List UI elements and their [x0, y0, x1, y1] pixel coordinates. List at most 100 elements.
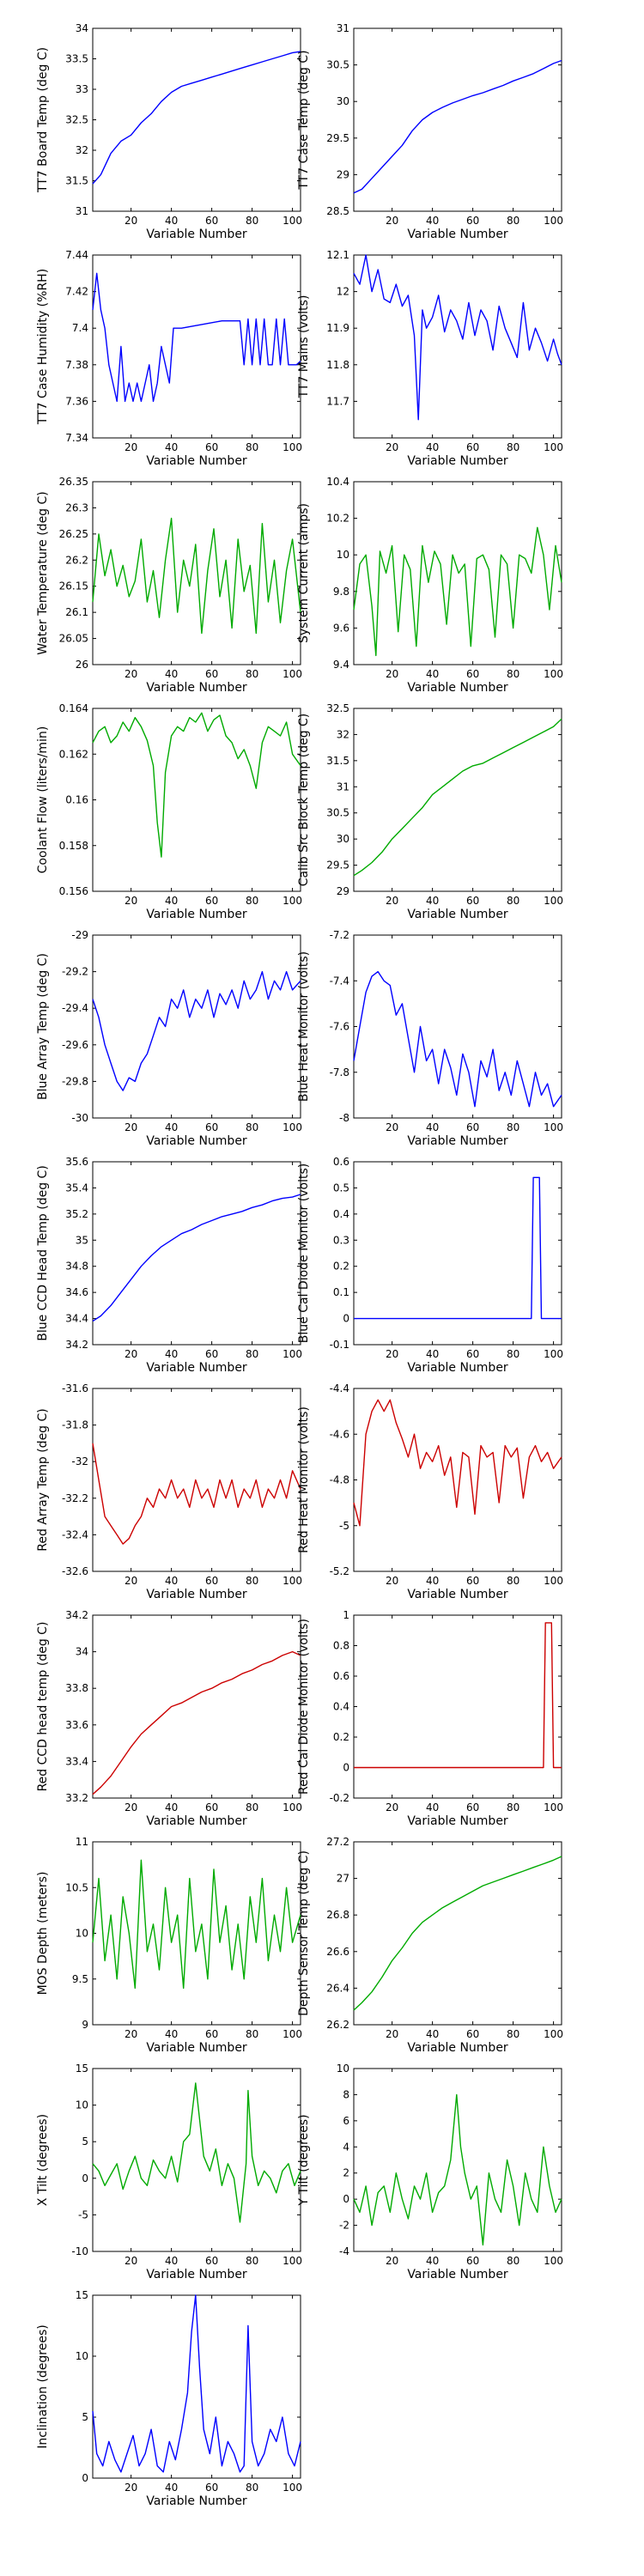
- x-tick-label: 60: [205, 895, 218, 907]
- y-tick-label: 9: [82, 2019, 88, 2031]
- y-tick-label: 26.2: [65, 554, 88, 566]
- y-tick-label: 7.42: [65, 286, 88, 298]
- x-tick-label: 20: [125, 1121, 137, 1133]
- y-tick-label: 10: [337, 2063, 349, 2075]
- x-tick-label: 20: [386, 215, 398, 227]
- y-tick-label: 26.05: [59, 633, 88, 645]
- chart-panel-18: 20 40 60 80 100 -10 -5 0 5 10 15 Variable Number X T…: [36, 2063, 302, 2281]
- y-tick-label: 33.8: [65, 1682, 88, 1694]
- y-tick-label: 31: [337, 22, 349, 34]
- y-tick-label: 35.6: [65, 1156, 88, 1168]
- x-tick-label: 60: [205, 441, 218, 453]
- y-axis-label: X Tilt (degrees): [36, 2114, 50, 2206]
- plot-frame: [353, 2068, 562, 2252]
- y-tick-label: 12.1: [326, 249, 349, 261]
- x-tick-label: 60: [205, 215, 218, 227]
- y-tick-label: 0.156: [59, 885, 88, 897]
- x-tick-label: 40: [165, 895, 178, 907]
- plot-frame: [92, 1388, 301, 1572]
- plot-frame: [353, 1161, 562, 1346]
- x-tick-label: 60: [205, 2028, 218, 2040]
- y-tick-label: 27: [337, 1873, 349, 1885]
- y-tick-label: 31: [337, 781, 349, 793]
- x-tick-label: 80: [246, 668, 258, 680]
- chart-panel-13: 20 40 60 80 100 -5.2 -5 -4.8 -4.6 -4.4 Variable Nu…: [297, 1382, 563, 1601]
- y-tick-label: 26.35: [59, 476, 88, 488]
- x-tick-label: 20: [386, 895, 398, 907]
- plot-frame: [92, 2294, 301, 2479]
- y-axis-label: Blue CCD Head Temp (deg C): [36, 1165, 50, 1341]
- y-axis-label: TT7 Case Temp (deg C): [297, 50, 311, 190]
- y-tick-label: 10.4: [326, 476, 349, 488]
- x-axis-label: Variable Number: [407, 908, 508, 921]
- y-tick-label: 33.6: [65, 1719, 88, 1731]
- y-tick-label: 26.4: [326, 1982, 349, 1994]
- y-tick-label: 35.4: [65, 1182, 88, 1194]
- x-tick-label: 60: [466, 1575, 479, 1587]
- x-axis-label: Variable Number: [407, 681, 508, 695]
- plot-frame: [92, 481, 301, 665]
- plot-frame: [353, 254, 562, 439]
- series-line: [353, 718, 562, 877]
- y-tick-label: -4.6: [330, 1428, 349, 1440]
- x-tick-label: 40: [165, 441, 178, 453]
- y-tick-label: 0.2: [333, 1261, 349, 1273]
- series-line: [92, 1859, 301, 1990]
- y-tick-label: 0.158: [59, 840, 88, 852]
- y-tick-label: 30: [337, 833, 349, 845]
- y-axis-label: Water Temperature (deg C): [36, 491, 50, 655]
- x-tick-label: 60: [466, 441, 479, 453]
- y-axis-label: TT7 Case Humidity (%RH): [36, 269, 50, 425]
- x-axis-label: Variable Number: [407, 2041, 508, 2055]
- y-tick-label: -2: [339, 2220, 349, 2232]
- x-tick-label: 80: [507, 215, 519, 227]
- plot-frame: [353, 27, 562, 212]
- plot-frame: [353, 1841, 562, 2026]
- y-axis-label: TT7 Mains (volts): [297, 295, 311, 399]
- x-tick-label: 100: [283, 1121, 302, 1133]
- y-tick-label: 2: [343, 2167, 349, 2179]
- plot-frame: [353, 1614, 562, 1799]
- y-tick-label: 34.4: [65, 1313, 88, 1325]
- plot-frame: [353, 708, 562, 892]
- series-line: [92, 1443, 301, 1545]
- y-tick-label: 26.1: [65, 606, 88, 618]
- y-tick-label: 5: [82, 2411, 88, 2423]
- x-tick-label: 60: [205, 2255, 218, 2267]
- y-tick-label: 30.5: [326, 59, 349, 71]
- plot-frame: [92, 254, 301, 439]
- y-tick-label: 0.2: [333, 1731, 349, 1743]
- x-tick-label: 80: [507, 2028, 519, 2040]
- x-axis-label: Variable Number: [146, 228, 247, 241]
- x-tick-label: 20: [125, 2028, 137, 2040]
- chart-panel-20: 20 40 60 80 100 0 5 10 15 Variable Number Inclinat…: [36, 2289, 302, 2508]
- x-tick-label: 40: [426, 1801, 439, 1814]
- y-tick-label: 0.5: [333, 1182, 349, 1194]
- chart-panel-11: 20 40 60 80 100 -0.1 0 0.1 0.2 0.3 0.4 0.5 0.6 Variab…: [297, 1156, 563, 1375]
- y-tick-label: 0.4: [333, 1701, 349, 1713]
- y-tick-label: -0.2: [330, 1792, 349, 1804]
- y-tick-label: 32.5: [65, 114, 88, 126]
- y-tick-label: 10.2: [326, 513, 349, 525]
- x-tick-label: 80: [246, 441, 258, 453]
- x-tick-label: 80: [507, 668, 519, 680]
- x-tick-label: 100: [283, 1801, 302, 1814]
- x-tick-label: 60: [205, 1575, 218, 1587]
- x-tick-label: 40: [426, 2255, 439, 2267]
- x-tick-label: 60: [205, 1801, 218, 1814]
- y-tick-label: -31.8: [62, 1419, 88, 1431]
- y-tick-label: 10: [76, 2099, 88, 2111]
- y-axis-label: Depth Sensor Temp (deg C): [297, 1850, 311, 2016]
- x-tick-label: 20: [386, 1575, 398, 1587]
- x-tick-label: 100: [283, 1575, 302, 1587]
- x-tick-label: 20: [125, 895, 137, 907]
- series-line: [353, 526, 562, 657]
- y-tick-label: 30.5: [326, 807, 349, 819]
- x-tick-label: 60: [466, 1801, 479, 1814]
- y-tick-label: 35: [76, 1234, 88, 1246]
- y-tick-label: 31: [76, 205, 88, 217]
- y-tick-label: 8: [343, 2088, 349, 2100]
- y-axis-label: Blue Array Temp (deg C): [36, 953, 50, 1100]
- chart-panel-3: 20 40 60 80 100 11.7 11.8 11.9 12 12.1 Variable Nu…: [297, 249, 563, 468]
- y-tick-label: -31.6: [62, 1382, 88, 1394]
